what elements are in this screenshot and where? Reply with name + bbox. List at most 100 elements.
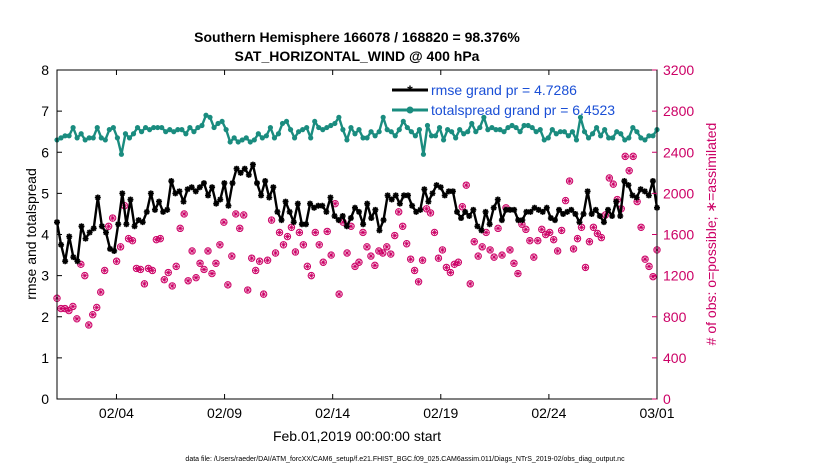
totalspread-point — [481, 114, 487, 120]
totalspread-point — [235, 139, 241, 145]
totalspread-point — [130, 131, 137, 137]
totalspread-point — [142, 124, 149, 131]
obs-count-point — [319, 258, 327, 266]
rmse-point — [249, 161, 256, 168]
obs-possible-marker — [363, 243, 371, 251]
totalspread-point — [344, 137, 350, 143]
totalspread-point — [384, 127, 390, 133]
rmse-point — [625, 182, 632, 189]
obs-possible-marker — [176, 224, 184, 233]
obs-assimilated-marker — [348, 223, 354, 229]
rmse-point — [560, 210, 567, 217]
totalspread-point — [529, 124, 535, 131]
obs-count-point — [621, 152, 629, 161]
obs-count-point — [180, 210, 188, 218]
totalspread-point — [122, 131, 129, 137]
y-left-tick-label: 0 — [41, 391, 49, 407]
totalspread-point — [336, 114, 342, 120]
obs-possible-marker — [637, 223, 645, 232]
totalspread-point — [493, 127, 499, 133]
totalspread-point — [316, 124, 322, 131]
totalspread-point — [392, 133, 398, 139]
obs-assimilated-marker — [650, 274, 656, 280]
rmse-point — [649, 178, 656, 185]
obs-assimilated-marker — [66, 307, 72, 314]
totalspread-point — [227, 139, 233, 145]
obs-assimilated-marker — [491, 254, 497, 260]
obs-count-point — [418, 256, 427, 264]
x-tick-label: 02/14 — [315, 405, 350, 421]
totalspread-point — [223, 127, 229, 133]
obs-possible-marker — [73, 315, 81, 323]
obs-assimilated-marker — [78, 261, 84, 267]
rmse-point — [523, 208, 530, 215]
obs-assimilated-marker — [173, 263, 179, 269]
rmse-point — [535, 206, 542, 213]
rmse-point — [262, 178, 269, 185]
obs-assimilated-marker — [117, 244, 124, 250]
obs-assimilated-marker — [431, 229, 438, 236]
legend-rmse-label: rmse grand pr = 4.7286 — [431, 82, 577, 98]
obs-possible-marker — [69, 302, 77, 311]
obs-assimilated-marker — [296, 229, 302, 236]
rmse-point — [111, 247, 118, 254]
obs-assimilated-marker — [447, 269, 453, 276]
rmse-point — [588, 210, 595, 217]
obs-possible-marker — [589, 223, 598, 232]
obs-count-point — [486, 246, 494, 254]
rmse-point — [164, 206, 171, 213]
obs-possible-marker — [267, 216, 276, 224]
totalspread-point — [573, 137, 580, 143]
obs-assimilated-marker — [455, 259, 461, 265]
rmse-point — [168, 178, 175, 185]
obs-count-point — [641, 255, 649, 263]
rmse-point — [270, 184, 277, 191]
obs-possible-marker — [383, 243, 391, 251]
obs-count-point — [73, 315, 81, 323]
obs-count-point — [311, 228, 319, 237]
obs-assimilated-marker — [110, 215, 116, 221]
totalspread-point — [376, 129, 382, 135]
obs-assimilated-marker — [582, 264, 589, 270]
obs-possible-marker — [391, 231, 399, 240]
obs-assimilated-marker — [141, 281, 148, 287]
obs-count-point — [164, 268, 172, 277]
obs-assimilated-marker — [328, 252, 334, 258]
obs-possible-marker — [108, 214, 117, 222]
totalspread-point — [497, 127, 503, 133]
y-left-tick-label: 7 — [41, 103, 49, 119]
rmse-point — [498, 217, 505, 224]
obs-count-point — [367, 252, 375, 260]
obs-possible-marker — [490, 253, 498, 261]
totalspread-point — [58, 135, 64, 141]
rmse-point — [70, 254, 77, 261]
obs-possible-marker — [116, 243, 125, 251]
rmse-point — [531, 204, 538, 211]
data-file-footnote: data file: /Users/raeder/DAI/ATM_forcXX/… — [185, 456, 625, 463]
rmse-point — [180, 198, 187, 205]
obs-assimilated-marker — [177, 225, 183, 231]
obs-assimilated-marker — [86, 322, 92, 328]
obs-count-point — [593, 229, 602, 238]
totalspread-point — [505, 124, 511, 131]
obs-assimilated-marker — [634, 199, 640, 205]
y-right-tick-label: 800 — [663, 309, 687, 325]
obs-assimilated-marker — [324, 228, 330, 235]
totalspread-point — [465, 129, 471, 135]
rmse-point — [462, 208, 469, 215]
y-right-tick-label: 2800 — [663, 103, 694, 119]
obs-possible-marker — [335, 290, 343, 298]
rmse-point — [82, 235, 89, 242]
totalspread-point — [585, 135, 592, 141]
rmse-point — [286, 208, 293, 215]
obs-assimilated-marker — [94, 304, 100, 311]
obs-assimilated-marker — [225, 282, 231, 288]
totalspread-point — [126, 135, 133, 141]
rmse-point — [629, 192, 636, 199]
obs-count-point — [466, 280, 474, 288]
rmse-point — [237, 169, 244, 176]
obs-assimilated-marker — [268, 217, 275, 223]
totalspread-point — [473, 129, 479, 135]
obs-assimilated-marker — [642, 256, 648, 262]
